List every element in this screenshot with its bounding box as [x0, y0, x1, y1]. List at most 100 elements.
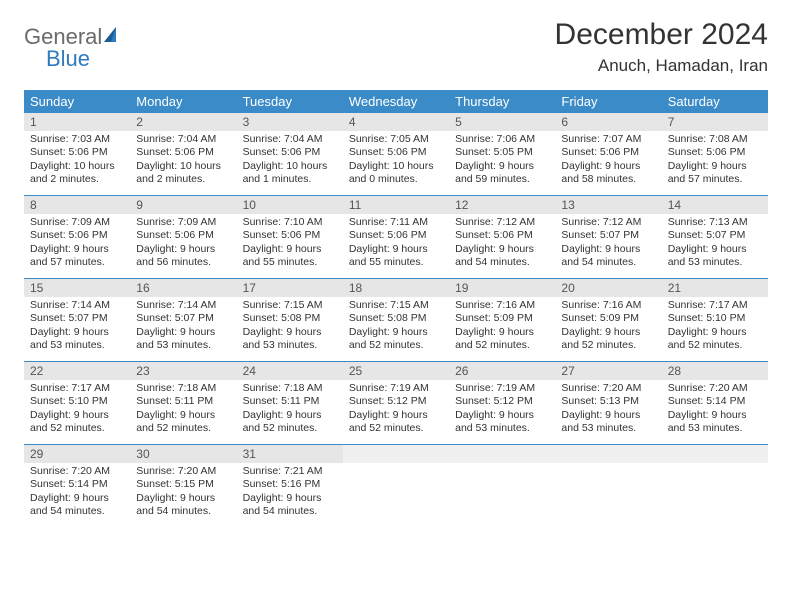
day-body: Sunrise: 7:09 AMSunset: 5:06 PMDaylight:…: [130, 214, 236, 274]
sunset-text: Sunset: 5:12 PM: [455, 395, 549, 408]
sunset-text: Sunset: 5:06 PM: [30, 229, 124, 242]
sunrise-text: Sunrise: 7:17 AM: [30, 382, 124, 395]
week-row: 22Sunrise: 7:17 AMSunset: 5:10 PMDayligh…: [24, 362, 768, 445]
sunset-text: Sunset: 5:06 PM: [243, 146, 337, 159]
day-cell: 30Sunrise: 7:20 AMSunset: 5:15 PMDayligh…: [130, 445, 236, 528]
sunset-text: Sunset: 5:11 PM: [136, 395, 230, 408]
day-cell: 11Sunrise: 7:11 AMSunset: 5:06 PMDayligh…: [343, 196, 449, 279]
day-number: 19: [449, 279, 555, 297]
sunset-text: Sunset: 5:06 PM: [455, 229, 549, 242]
day-cell: 15Sunrise: 7:14 AMSunset: 5:07 PMDayligh…: [24, 279, 130, 362]
day-number: 6: [555, 113, 661, 131]
day-number: 30: [130, 445, 236, 463]
day-number: 23: [130, 362, 236, 380]
sunrise-text: Sunrise: 7:20 AM: [136, 465, 230, 478]
day-number: 2: [130, 113, 236, 131]
day-cell: 4Sunrise: 7:05 AMSunset: 5:06 PMDaylight…: [343, 113, 449, 196]
day-cell: 3Sunrise: 7:04 AMSunset: 5:06 PMDaylight…: [237, 113, 343, 196]
sunrise-text: Sunrise: 7:14 AM: [30, 299, 124, 312]
day-number: 1: [24, 113, 130, 131]
sunset-text: Sunset: 5:06 PM: [136, 229, 230, 242]
day-body: Sunrise: 7:08 AMSunset: 5:06 PMDaylight:…: [662, 131, 768, 191]
sunset-text: Sunset: 5:06 PM: [30, 146, 124, 159]
daylight-text: Daylight: 9 hours and 55 minutes.: [349, 243, 443, 270]
sunrise-text: Sunrise: 7:15 AM: [243, 299, 337, 312]
day-body: Sunrise: 7:03 AMSunset: 5:06 PMDaylight:…: [24, 131, 130, 191]
daylight-text: Daylight: 9 hours and 53 minutes.: [455, 409, 549, 436]
sunrise-text: Sunrise: 7:08 AM: [668, 133, 762, 146]
sunset-text: Sunset: 5:06 PM: [349, 146, 443, 159]
day-cell: 19Sunrise: 7:16 AMSunset: 5:09 PMDayligh…: [449, 279, 555, 362]
daylight-text: Daylight: 9 hours and 55 minutes.: [243, 243, 337, 270]
day-number: 5: [449, 113, 555, 131]
day-body: Sunrise: 7:14 AMSunset: 5:07 PMDaylight:…: [24, 297, 130, 357]
day-number: 8: [24, 196, 130, 214]
empty-day: [449, 445, 555, 463]
sunset-text: Sunset: 5:05 PM: [455, 146, 549, 159]
sunset-text: Sunset: 5:10 PM: [30, 395, 124, 408]
day-cell: 13Sunrise: 7:12 AMSunset: 5:07 PMDayligh…: [555, 196, 661, 279]
day-body: Sunrise: 7:15 AMSunset: 5:08 PMDaylight:…: [343, 297, 449, 357]
sunset-text: Sunset: 5:08 PM: [349, 312, 443, 325]
sunrise-text: Sunrise: 7:07 AM: [561, 133, 655, 146]
day-body: Sunrise: 7:12 AMSunset: 5:07 PMDaylight:…: [555, 214, 661, 274]
day-cell: 24Sunrise: 7:18 AMSunset: 5:11 PMDayligh…: [237, 362, 343, 445]
daylight-text: Daylight: 9 hours and 53 minutes.: [136, 326, 230, 353]
sunset-text: Sunset: 5:07 PM: [136, 312, 230, 325]
sunset-text: Sunset: 5:12 PM: [349, 395, 443, 408]
day-cell: [343, 445, 449, 528]
dow-sunday: Sunday: [24, 90, 130, 113]
sunrise-text: Sunrise: 7:20 AM: [561, 382, 655, 395]
day-cell: [662, 445, 768, 528]
day-body: Sunrise: 7:20 AMSunset: 5:14 PMDaylight:…: [24, 463, 130, 523]
sunset-text: Sunset: 5:13 PM: [561, 395, 655, 408]
sunrise-text: Sunrise: 7:12 AM: [561, 216, 655, 229]
sunrise-text: Sunrise: 7:17 AM: [668, 299, 762, 312]
day-number: 13: [555, 196, 661, 214]
empty-day: [343, 445, 449, 463]
week-row: 15Sunrise: 7:14 AMSunset: 5:07 PMDayligh…: [24, 279, 768, 362]
sunset-text: Sunset: 5:16 PM: [243, 478, 337, 491]
logo-blue: Blue: [46, 46, 90, 71]
day-body: Sunrise: 7:17 AMSunset: 5:10 PMDaylight:…: [662, 297, 768, 357]
week-row: 1Sunrise: 7:03 AMSunset: 5:06 PMDaylight…: [24, 113, 768, 196]
day-cell: 21Sunrise: 7:17 AMSunset: 5:10 PMDayligh…: [662, 279, 768, 362]
daylight-text: Daylight: 9 hours and 57 minutes.: [30, 243, 124, 270]
day-cell: 20Sunrise: 7:16 AMSunset: 5:09 PMDayligh…: [555, 279, 661, 362]
day-cell: 28Sunrise: 7:20 AMSunset: 5:14 PMDayligh…: [662, 362, 768, 445]
sunrise-text: Sunrise: 7:19 AM: [455, 382, 549, 395]
calendar-table: Sunday Monday Tuesday Wednesday Thursday…: [24, 90, 768, 527]
sunset-text: Sunset: 5:07 PM: [561, 229, 655, 242]
day-number: 15: [24, 279, 130, 297]
sunrise-text: Sunrise: 7:04 AM: [243, 133, 337, 146]
day-body: Sunrise: 7:15 AMSunset: 5:08 PMDaylight:…: [237, 297, 343, 357]
day-body: Sunrise: 7:10 AMSunset: 5:06 PMDaylight:…: [237, 214, 343, 274]
sunset-text: Sunset: 5:07 PM: [668, 229, 762, 242]
sunrise-text: Sunrise: 7:09 AM: [30, 216, 124, 229]
sunset-text: Sunset: 5:06 PM: [561, 146, 655, 159]
daylight-text: Daylight: 9 hours and 54 minutes.: [30, 492, 124, 519]
location: Anuch, Hamadan, Iran: [555, 56, 768, 76]
day-number: 7: [662, 113, 768, 131]
day-cell: 22Sunrise: 7:17 AMSunset: 5:10 PMDayligh…: [24, 362, 130, 445]
day-cell: 8 Sunrise: 7:09 AMSunset: 5:06 PMDaylight…: [24, 196, 130, 279]
sunset-text: Sunset: 5:09 PM: [455, 312, 549, 325]
sunrise-text: Sunrise: 7:14 AM: [136, 299, 230, 312]
daylight-text: Daylight: 9 hours and 58 minutes.: [561, 160, 655, 187]
day-cell: 5Sunrise: 7:06 AMSunset: 5:05 PMDaylight…: [449, 113, 555, 196]
day-body: Sunrise: 7:11 AMSunset: 5:06 PMDaylight:…: [343, 214, 449, 274]
daylight-text: Daylight: 9 hours and 53 minutes.: [668, 409, 762, 436]
sunset-text: Sunset: 5:06 PM: [136, 146, 230, 159]
day-cell: [555, 445, 661, 528]
sunrise-text: Sunrise: 7:10 AM: [243, 216, 337, 229]
day-number: 25: [343, 362, 449, 380]
day-body: Sunrise: 7:07 AMSunset: 5:06 PMDaylight:…: [555, 131, 661, 191]
day-number: 3: [237, 113, 343, 131]
sunrise-text: Sunrise: 7:13 AM: [668, 216, 762, 229]
day-body: Sunrise: 7:18 AMSunset: 5:11 PMDaylight:…: [237, 380, 343, 440]
sunrise-text: Sunrise: 7:03 AM: [30, 133, 124, 146]
day-number: 31: [237, 445, 343, 463]
day-body: Sunrise: 7:16 AMSunset: 5:09 PMDaylight:…: [449, 297, 555, 357]
sunset-text: Sunset: 5:06 PM: [243, 229, 337, 242]
sunrise-text: Sunrise: 7:12 AM: [455, 216, 549, 229]
